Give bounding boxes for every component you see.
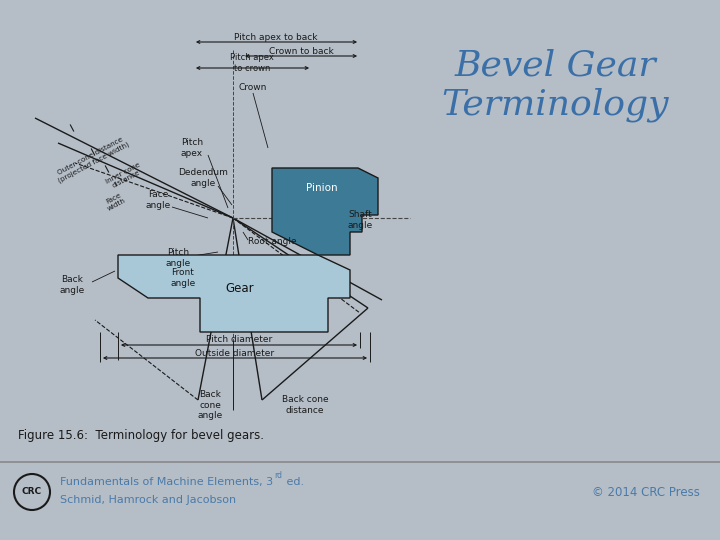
Text: Pitch apex
to crown: Pitch apex to crown xyxy=(230,53,274,73)
Text: Gear: Gear xyxy=(225,281,254,294)
Text: Pitch
angle: Pitch angle xyxy=(166,248,191,268)
Text: Face
width: Face width xyxy=(103,191,127,212)
Text: Figure 15.6:  Terminology for bevel gears.: Figure 15.6: Terminology for bevel gears… xyxy=(18,429,264,442)
Text: Schmid, Hamrock and Jacobson: Schmid, Hamrock and Jacobson xyxy=(60,495,236,505)
Text: Pitch apex to back: Pitch apex to back xyxy=(234,32,318,42)
Text: Dedendum
angle: Dedendum angle xyxy=(178,168,228,188)
Text: Crown to back: Crown to back xyxy=(269,46,333,56)
Text: Bevel Gear: Bevel Gear xyxy=(454,48,656,82)
Text: CRC: CRC xyxy=(22,488,42,496)
Text: rd: rd xyxy=(274,471,282,481)
Text: Front
angle: Front angle xyxy=(171,268,196,288)
Text: Pitch
apex: Pitch apex xyxy=(181,138,203,158)
Text: Outside diameter: Outside diameter xyxy=(195,348,274,357)
Text: Inner cone
distance: Inner cone distance xyxy=(105,161,145,191)
Polygon shape xyxy=(118,255,350,332)
Text: © 2014 CRC Press: © 2014 CRC Press xyxy=(592,485,700,498)
Text: Shaft
angle: Shaft angle xyxy=(348,210,373,230)
Text: Back
angle: Back angle xyxy=(59,275,85,295)
Text: Root angle: Root angle xyxy=(248,238,297,246)
Text: Face
angle: Face angle xyxy=(145,190,171,210)
Text: Back cone
distance: Back cone distance xyxy=(282,395,328,415)
Text: Outer cone distance
(projected face width): Outer cone distance (projected face widt… xyxy=(53,134,130,184)
Text: Fundamentals of Machine Elements, 3: Fundamentals of Machine Elements, 3 xyxy=(60,477,273,487)
Text: ed.: ed. xyxy=(283,477,304,487)
Text: Pitch diameter: Pitch diameter xyxy=(206,335,272,345)
Text: Back
cone
angle: Back cone angle xyxy=(197,390,222,420)
Text: Crown: Crown xyxy=(239,83,267,91)
Text: Terminology: Terminology xyxy=(441,87,669,122)
Polygon shape xyxy=(272,168,378,255)
Text: Pinion: Pinion xyxy=(306,183,338,193)
